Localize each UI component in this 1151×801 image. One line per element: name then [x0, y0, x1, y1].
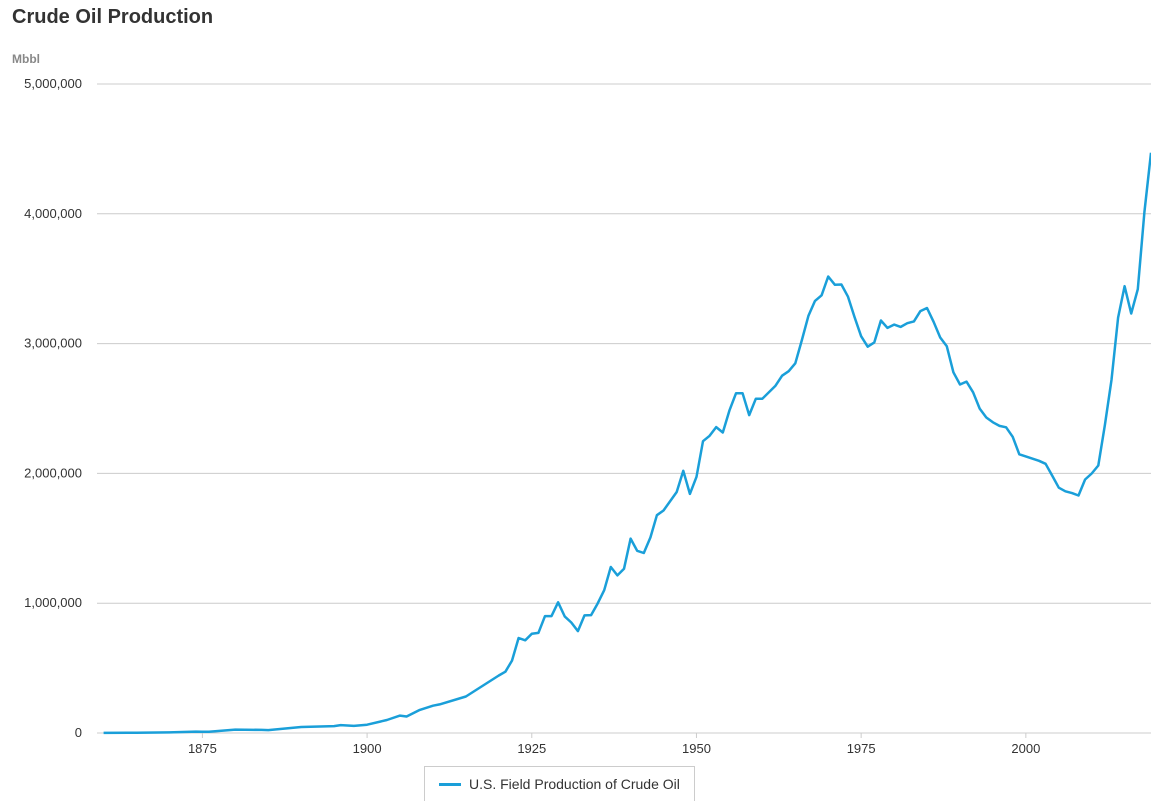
legend-label: U.S. Field Production of Crude Oil — [469, 776, 680, 792]
series-line[interactable] — [103, 152, 1151, 735]
x-tick-label: 1975 — [847, 741, 876, 756]
series-layer — [103, 152, 1151, 735]
gridlines — [97, 83, 1151, 734]
x-tick-label: 1950 — [682, 741, 711, 756]
y-axis-ticks: 0 1,000,000 2,000,000 3,000,000 4,000,000 5,0… — [24, 76, 82, 740]
x-tick-label: 1925 — [517, 741, 546, 756]
chart-title: Crude Oil Production — [12, 6, 214, 28]
legend-swatch-icon — [439, 782, 461, 786]
y-tick-label: 2,000,000 — [24, 465, 82, 480]
legend[interactable]: U.S. Field Production of Crude Oil — [424, 766, 695, 801]
y-tick-label: 3,000,000 — [24, 336, 82, 351]
x-tick-label: 1875 — [188, 741, 217, 756]
y-tick-label: 5,000,000 — [24, 76, 82, 91]
y-tick-label: 0 — [75, 725, 82, 740]
y-axis-unit-label: Mbbl — [12, 52, 40, 66]
x-tick-label: 2000 — [1011, 741, 1040, 756]
x-tick-label: 1900 — [353, 741, 382, 756]
x-axis-ticks: 1875 1900 1925 1950 1975 2000 — [188, 733, 1040, 756]
y-tick-label: 4,000,000 — [24, 206, 82, 221]
y-tick-label: 1,000,000 — [24, 595, 82, 610]
